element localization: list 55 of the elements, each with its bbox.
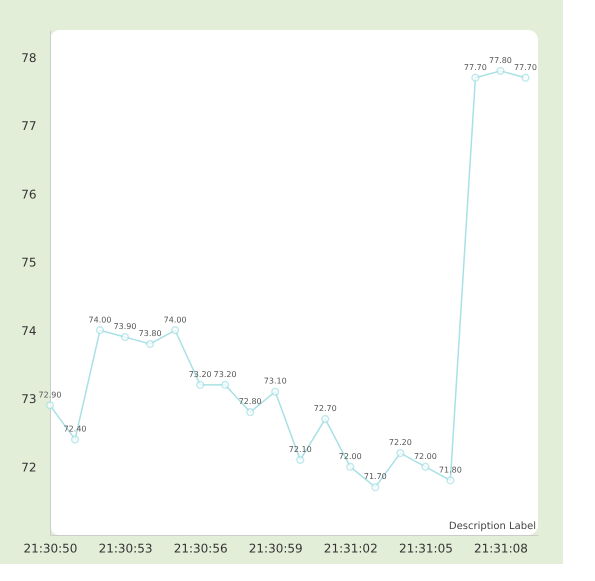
data-label: 73.10 [264,376,287,386]
y-tick-label: 73 [21,392,36,406]
y-tick-label: 72 [21,460,36,474]
x-tick-label: 21:30:56 [174,542,228,556]
data-label: 74.00 [164,315,187,324]
y-tick-label: 76 [21,187,36,202]
y-tick-label: 77 [21,119,36,134]
point [70,435,80,444]
y-tick-label: 75 [21,256,36,270]
x-tick-label: 21:31:02 [324,542,378,556]
point [271,388,280,396]
point [396,449,404,458]
point [321,414,330,424]
y-tick-label: 74 [21,324,36,338]
data-label: 72.40 [64,424,86,434]
data-label: 77.70 [464,62,487,72]
point [421,462,430,471]
y-tick-label: 78 [21,50,36,65]
data-label: 73.20 [188,370,212,379]
data-label: 77.80 [488,56,512,65]
x-tick-label: 21:31:08 [474,542,528,556]
data-label: 77.70 [514,62,537,72]
data-label: 72.00 [414,452,437,461]
data-label: 72.00 [338,452,362,461]
point [246,408,254,416]
x-tick-label: 21:30:50 [24,542,78,556]
point [96,326,104,334]
data-label: 72.20 [388,438,412,448]
data-label: 73.80 [138,328,162,338]
point [346,462,354,471]
x-tick-label: 21:30:59 [248,542,303,556]
data-label: 72.90 [38,390,62,400]
x-tick-label: 21:31:05 [398,542,453,556]
data-label: 74.00 [88,315,112,324]
point [496,66,505,76]
point [521,74,530,82]
point [196,380,204,389]
data-label: 73.20 [214,370,237,379]
point [296,456,304,464]
x-tick-label: 21:30:53 [98,542,152,556]
data-label: 71.70 [364,472,387,482]
point [221,380,230,389]
annotation: Description Label [448,521,536,532]
point [46,401,54,410]
point [471,74,480,82]
point [371,483,380,492]
point [446,476,454,485]
point [120,332,130,342]
data-label: 72.10 [288,444,312,454]
data-label: 72.80 [238,397,262,406]
data-label: 71.80 [438,465,462,474]
data-label: 72.70 [314,404,337,413]
point [171,326,180,334]
data-label: 73.90 [114,322,136,332]
point [146,340,154,348]
